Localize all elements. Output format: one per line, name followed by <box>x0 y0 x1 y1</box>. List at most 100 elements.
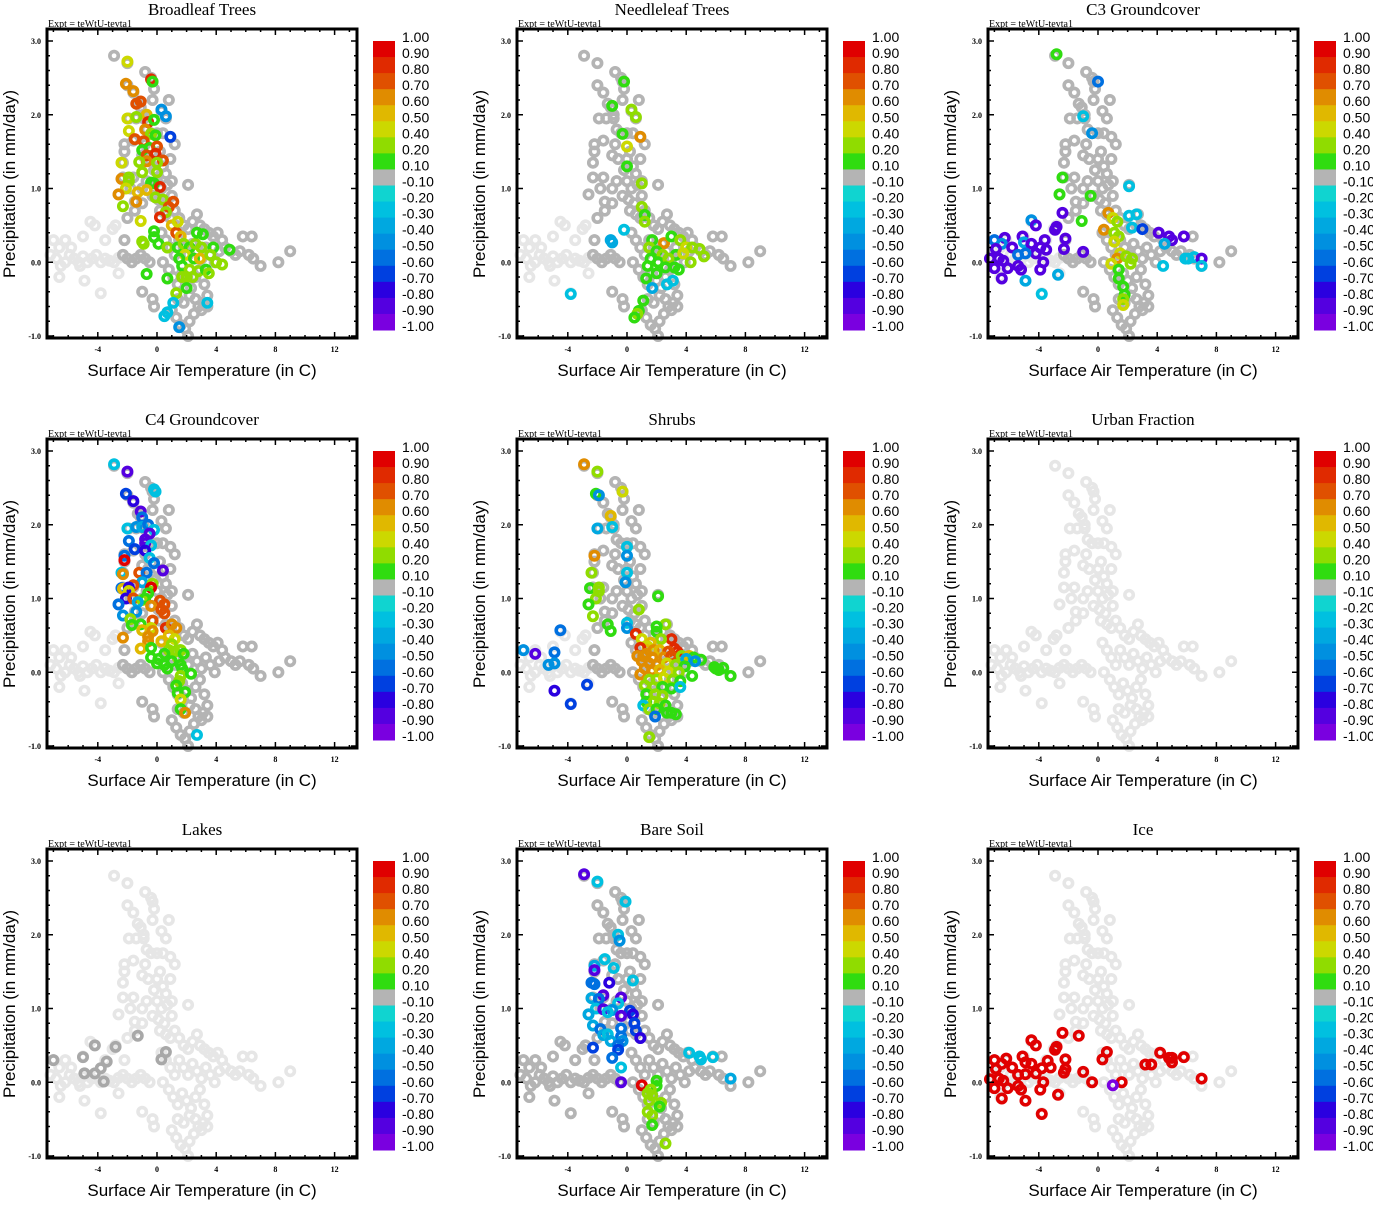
neutral-point <box>634 563 647 576</box>
data-point <box>1139 1058 1152 1071</box>
neutral-point <box>578 49 591 62</box>
data-point <box>652 256 665 269</box>
colorbar-segment <box>843 73 865 90</box>
colorbar-label: -0.80 <box>402 1106 434 1122</box>
neutral-point <box>597 86 610 99</box>
data-point <box>564 697 577 710</box>
plot-frame <box>515 847 829 1160</box>
colorbar-label: 0.90 <box>1343 865 1370 881</box>
x-axis-label: Surface Air Temperature (in C) <box>87 1181 316 1200</box>
neutral-point <box>586 171 599 184</box>
data-point <box>146 75 159 88</box>
colorbar-segment <box>843 185 865 203</box>
data-point <box>190 226 203 239</box>
data-point <box>684 256 697 269</box>
data-point <box>1034 1083 1047 1096</box>
data-point <box>686 669 699 682</box>
x-tick-label: -4 <box>1035 1165 1042 1174</box>
y-tick-label: 2.0 <box>501 521 511 530</box>
data-point <box>112 598 125 611</box>
data-point <box>598 953 611 966</box>
data-point <box>204 248 217 261</box>
data-point <box>1092 75 1105 88</box>
expt-label: Expt = teWtU-tevta1 <box>518 839 602 850</box>
colorbar-label: -0.50 <box>1343 1058 1373 1074</box>
data-point <box>156 193 169 206</box>
neutral-point <box>1134 263 1147 276</box>
data-point <box>1006 241 1019 254</box>
colorbar-label: 0.40 <box>402 945 429 961</box>
colorbar-segment <box>1314 691 1336 709</box>
background-point <box>1142 1120 1155 1133</box>
y-tick-label: -1.0 <box>498 742 511 751</box>
neutral-point <box>629 932 642 945</box>
data-point <box>130 605 143 618</box>
background-point <box>65 1061 78 1074</box>
colorbar-label: 1.00 <box>872 849 899 865</box>
colorbar-segment <box>1314 659 1336 677</box>
colorbar-segment <box>1314 121 1336 138</box>
background-point <box>1062 622 1075 635</box>
background-point <box>558 219 571 232</box>
data-point <box>621 549 634 562</box>
data-point <box>136 166 149 179</box>
data-point <box>1025 1057 1038 1070</box>
neutral-point <box>1062 79 1075 92</box>
colorbar-label: 0.80 <box>1343 881 1370 897</box>
colorbar-segment <box>1314 563 1336 580</box>
colorbar-label: -0.40 <box>1343 222 1373 238</box>
background-point <box>1015 669 1028 682</box>
y-axis-label: Precipitation (in mm/day) <box>470 500 489 688</box>
background-point <box>254 1079 267 1092</box>
background-point <box>1213 666 1226 679</box>
y-tick-label: 0.0 <box>501 668 511 677</box>
plot-frame <box>45 27 359 340</box>
colorbar-segment <box>373 941 395 958</box>
plot-frame <box>45 847 359 1160</box>
x-axis-label: Surface Air Temperature (in C) <box>1028 1181 1257 1200</box>
panel-title: Broadleaf Trees <box>148 0 256 19</box>
colorbar-segment <box>373 169 395 186</box>
background-point <box>99 234 112 247</box>
colorbar-segment <box>1314 201 1336 219</box>
colorbar-label: -0.60 <box>402 1074 434 1090</box>
scatter-panel: Needleleaf Trees Expt = teWtU-tevta1 -4 0 4 8… <box>470 0 930 400</box>
colorbar-label: -1.00 <box>402 728 434 744</box>
neutral-point <box>621 947 634 960</box>
background-point <box>1092 563 1105 576</box>
data-point <box>637 294 650 307</box>
neutral-point <box>1100 167 1113 180</box>
colorbar-label: -0.80 <box>1343 1106 1373 1122</box>
data-point <box>179 706 192 719</box>
data-point <box>988 1082 1001 1095</box>
data-point <box>1057 1066 1070 1079</box>
colorbar-segment <box>1314 707 1336 725</box>
data-point <box>1077 1065 1090 1078</box>
neutral-point <box>547 1050 560 1063</box>
data-point <box>989 242 1002 255</box>
background-point <box>145 947 158 960</box>
colorbar-label: -0.90 <box>402 1122 434 1138</box>
colorbar-segment <box>373 611 395 629</box>
colorbar-label: -0.90 <box>872 712 904 728</box>
data-point <box>148 113 161 126</box>
colorbar-label: 0.40 <box>872 125 899 141</box>
panel-title: Bare Soil <box>640 820 704 839</box>
colorbar-segment <box>843 877 865 894</box>
colorbar-label: 0.20 <box>1343 141 1370 157</box>
data-point <box>619 576 632 589</box>
background-point <box>1059 965 1072 978</box>
data-point <box>1182 252 1195 265</box>
colorbar-segment <box>1314 877 1336 894</box>
neutral-point <box>1068 86 1081 99</box>
background-point <box>1089 574 1102 587</box>
colorbar-label: 0.10 <box>1343 567 1370 583</box>
background-point <box>177 1116 190 1129</box>
neutral-point <box>671 1120 684 1133</box>
colorbar-label: -0.50 <box>402 648 434 664</box>
y-tick-label: 3.0 <box>972 857 982 866</box>
colorbar-segment <box>373 1069 395 1087</box>
background-point <box>1018 640 1031 653</box>
data-point <box>223 243 236 256</box>
